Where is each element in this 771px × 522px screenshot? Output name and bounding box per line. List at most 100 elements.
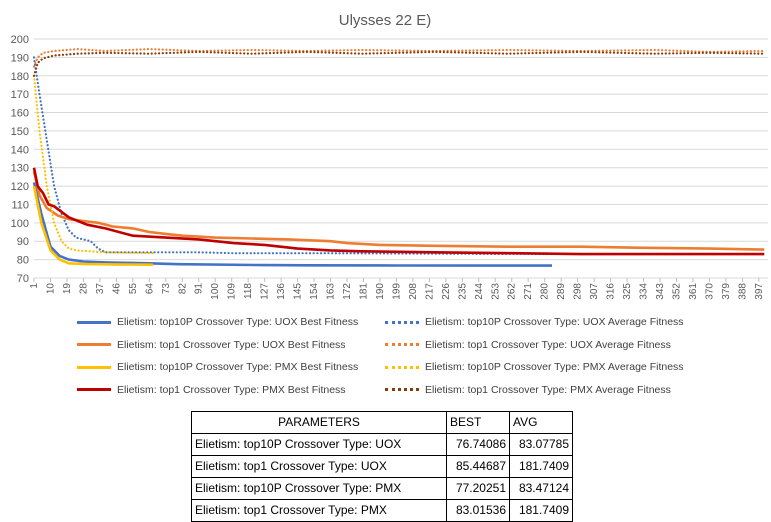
legend-swatch bbox=[385, 343, 419, 346]
y-tick-label: 80 bbox=[17, 255, 29, 267]
x-axis: 1 10 19 28 37 46 55 64 73 82 91 100 109 118 127 136 145 1… bbox=[29, 278, 765, 300]
x-tick-label: 64 bbox=[144, 283, 155, 295]
legend-swatch bbox=[77, 343, 111, 346]
table-row: Elietism: top1 Crossover Type: UOX 85.44… bbox=[191, 455, 573, 478]
x-tick-label: 235 bbox=[457, 283, 468, 300]
legend-label: Elietism: top10P Crossover Type: PMX Bes… bbox=[117, 361, 359, 373]
series-line-6 bbox=[32, 74, 155, 255]
table-row: Elietism: top10P Crossover Type: PMX 77.… bbox=[191, 477, 573, 500]
y-tick-label: 160 bbox=[11, 108, 29, 120]
parameters-table: PARAMETERS BEST AVG Elietism: top10P Cro… bbox=[191, 411, 573, 522]
x-tick-label: 271 bbox=[523, 283, 534, 300]
x-tick-label: 100 bbox=[210, 283, 221, 300]
x-tick-label: 307 bbox=[589, 283, 600, 300]
table-header-parameters: PARAMETERS bbox=[191, 411, 447, 434]
x-tick-label: 19 bbox=[62, 283, 73, 295]
y-tick-label: 150 bbox=[11, 126, 29, 138]
table-cell-best: 77.20251 bbox=[446, 477, 510, 500]
x-tick-label: 226 bbox=[441, 283, 452, 300]
legend-label: Elietism: top1 Crossover Type: UOX Avera… bbox=[425, 338, 671, 351]
legend-item: Elietism: top1 Crossover Type: PMX Best … bbox=[77, 384, 346, 396]
x-tick-label: 244 bbox=[474, 283, 485, 300]
x-tick-label: 172 bbox=[342, 283, 353, 300]
legend-item: Elietism: top10P Crossover Type: UOX Bes… bbox=[77, 316, 358, 328]
legend-label: Elietism: top10P Crossover Type: UOX Ave… bbox=[425, 316, 684, 328]
table-row: Elietism: top10P Crossover Type: UOX 76.… bbox=[191, 433, 573, 456]
x-tick-label: 379 bbox=[721, 283, 732, 300]
table-row: Elietism: top1 Crossover Type: PMX 83.01… bbox=[191, 499, 573, 522]
table-header-best: BEST bbox=[446, 411, 510, 434]
y-tick-label: 100 bbox=[11, 218, 29, 230]
x-tick-label: 73 bbox=[161, 283, 172, 295]
y-tick-label: 140 bbox=[11, 144, 29, 156]
legend-label: Elietism: top10P Crossover Type: PMX Ave… bbox=[425, 361, 684, 373]
table-cell-parameters: Elietism: top1 Crossover Type: UOX bbox=[191, 455, 447, 478]
x-tick-label: 199 bbox=[391, 283, 402, 300]
legend-label: Elietism: top10P Crossover Type: UOX Bes… bbox=[117, 316, 359, 328]
table-cell-avg: 83.47124 bbox=[509, 477, 573, 500]
table-header-avg: AVG bbox=[509, 411, 573, 434]
y-tick-label: 110 bbox=[11, 199, 29, 211]
legend-swatch bbox=[385, 388, 419, 391]
x-tick-label: 280 bbox=[540, 283, 551, 300]
table-cell-parameters: Elietism: top10P Crossover Type: PMX bbox=[191, 477, 447, 500]
x-tick-label: 10 bbox=[45, 283, 56, 295]
x-tick-label: 388 bbox=[737, 283, 748, 300]
gridlines bbox=[34, 38, 768, 279]
table-cell-avg: 181.7409 bbox=[509, 455, 573, 478]
chart-title: Ulysses 22 E) bbox=[339, 12, 432, 29]
legend-swatch bbox=[385, 320, 419, 324]
legend-swatch bbox=[385, 365, 419, 369]
table-cell-best: 85.44687 bbox=[446, 455, 510, 478]
y-tick-label: 180 bbox=[11, 71, 29, 83]
series-line-3 bbox=[32, 171, 765, 251]
x-tick-label: 1 bbox=[29, 283, 40, 289]
x-tick-label: 118 bbox=[243, 283, 254, 299]
legend-item: Elietism: top10P Crossover Type: PMX Ave… bbox=[385, 361, 684, 373]
x-tick-label: 343 bbox=[655, 283, 666, 300]
x-tick-label: 325 bbox=[622, 283, 633, 300]
legend-swatch bbox=[77, 320, 111, 324]
legend-item: Elietism: top1 Crossover Type: PMX Avera… bbox=[385, 384, 671, 396]
table-header-row: PARAMETERS BEST AVG bbox=[191, 411, 573, 434]
y-tick-label: 70 bbox=[17, 273, 29, 285]
x-tick-label: 136 bbox=[276, 283, 287, 300]
x-tick-label: 361 bbox=[688, 283, 699, 300]
x-tick-label: 82 bbox=[177, 283, 188, 295]
x-tick-label: 289 bbox=[556, 283, 567, 300]
x-tick-label: 253 bbox=[490, 283, 501, 300]
x-tick-label: 397 bbox=[754, 283, 765, 300]
table-cell-avg: 83.07785 bbox=[509, 433, 573, 456]
legend-swatch bbox=[77, 365, 111, 369]
x-tick-label: 145 bbox=[293, 283, 304, 300]
legend-label: Elietism: top1 Crossover Type: PMX Best … bbox=[117, 383, 346, 396]
x-tick-label: 109 bbox=[227, 283, 238, 300]
legend-item: Elietism: top10P Crossover Type: UOX Ave… bbox=[385, 316, 684, 328]
x-tick-label: 217 bbox=[424, 283, 435, 300]
x-tick-label: 334 bbox=[639, 283, 650, 300]
series-line-2 bbox=[32, 56, 554, 256]
x-tick-label: 91 bbox=[194, 283, 205, 295]
x-tick-label: 37 bbox=[95, 283, 106, 295]
y-tick-label: 120 bbox=[11, 181, 29, 193]
x-tick-label: 127 bbox=[260, 283, 271, 300]
x-tick-label: 298 bbox=[573, 283, 584, 300]
x-tick-label: 370 bbox=[704, 283, 715, 300]
y-tick-label: 200 bbox=[11, 34, 29, 46]
series-line-5 bbox=[32, 185, 154, 267]
legend-label: Elietism: top1 Crossover Type: UOX Best … bbox=[117, 338, 346, 351]
series-lines bbox=[32, 48, 766, 267]
legend-label: Elietism: top1 Crossover Type: PMX Avera… bbox=[425, 383, 671, 396]
chart-canvas: Ulysses 22 E) 70809010011012013014015016… bbox=[11, 12, 768, 300]
legend-swatch bbox=[77, 388, 111, 391]
x-tick-label: 28 bbox=[78, 283, 89, 295]
series-line-4 bbox=[32, 48, 766, 68]
y-tick-label: 190 bbox=[11, 52, 29, 64]
table-cell-best: 76.74086 bbox=[446, 433, 510, 456]
series-line-1 bbox=[32, 182, 552, 267]
x-tick-label: 46 bbox=[111, 283, 122, 295]
table-cell-parameters: Elietism: top1 Crossover Type: PMX bbox=[191, 499, 447, 522]
x-tick-label: 262 bbox=[507, 283, 518, 300]
x-tick-label: 352 bbox=[671, 283, 682, 300]
x-tick-label: 55 bbox=[128, 283, 139, 295]
